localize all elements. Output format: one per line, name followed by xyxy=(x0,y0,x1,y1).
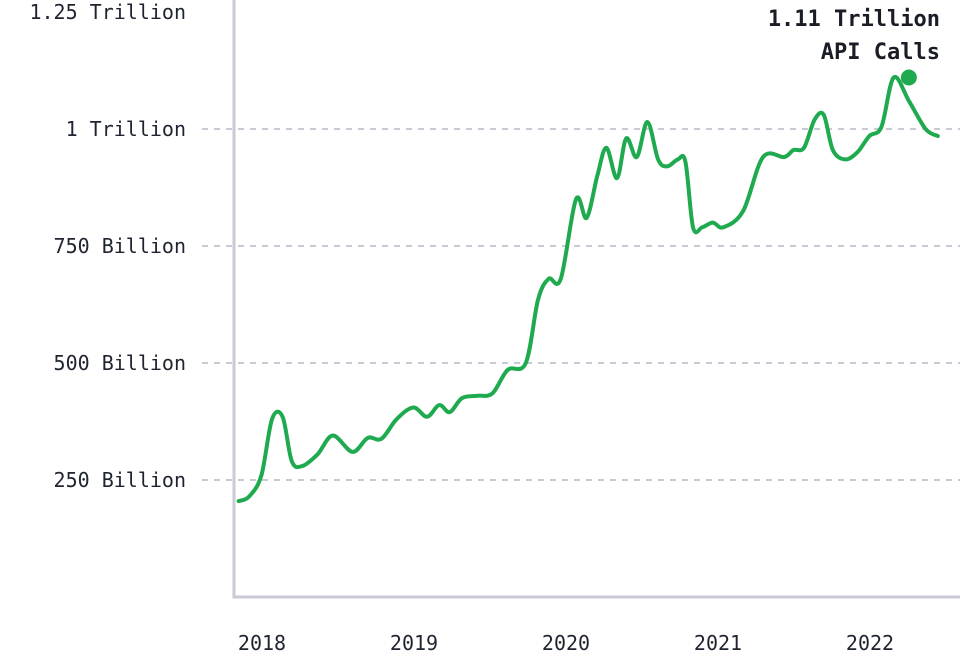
y-tick-label: 1 Trillion xyxy=(66,117,186,141)
annotation-value: 1.11 Trillion xyxy=(768,7,940,32)
y-tick-label: 500 Billion xyxy=(54,351,186,375)
x-tick-label: 2018 xyxy=(238,631,286,655)
y-tick-label: 1.25 Trillion xyxy=(29,0,186,24)
y-tick-label: 750 Billion xyxy=(54,234,186,258)
x-tick-label: 2020 xyxy=(542,631,590,655)
x-tick-label: 2019 xyxy=(390,631,438,655)
x-tick-label: 2022 xyxy=(846,631,894,655)
annotation-label: API Calls xyxy=(821,40,940,65)
x-tick-label: 2021 xyxy=(694,631,742,655)
y-tick-label: 250 Billion xyxy=(54,468,186,492)
gridlines xyxy=(202,128,960,481)
x-tick-labels: 2018 2019 2020 2021 2022 xyxy=(238,631,894,655)
y-tick-labels: 250 Billion 500 Billion 750 Billion 1 Trill… xyxy=(29,0,186,492)
series-line xyxy=(236,74,940,504)
peak-marker xyxy=(900,69,917,86)
